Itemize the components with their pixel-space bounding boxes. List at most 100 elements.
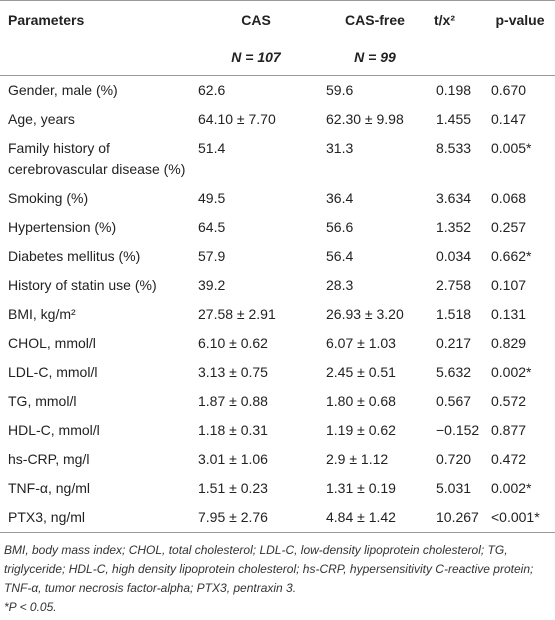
value-cell: 0.567 bbox=[436, 393, 472, 409]
value-cell: 0.068 bbox=[491, 190, 527, 206]
value-cell: 0.147 bbox=[491, 111, 527, 127]
table-row: HDL-C, mmol/l 1.18 ± 0.31 1.19 ± 0.62 −0.15… bbox=[0, 416, 555, 445]
table-body: Gender, male (%) 62.6 59.6 0.198 0.670 Age, y… bbox=[0, 76, 555, 533]
parameter-cell: LDL-C, mmol/l bbox=[8, 364, 98, 380]
value-cell: 0.720 bbox=[436, 451, 472, 467]
value-cell: 0.034 bbox=[436, 248, 472, 264]
table-row: Diabetes mellitus (%) 57.9 56.4 0.034 0.662* bbox=[0, 242, 555, 271]
value-cell: 1.518 bbox=[436, 306, 472, 322]
empty-cell bbox=[430, 39, 485, 76]
table-row: Smoking (%) 49.5 36.4 3.634 0.068 bbox=[0, 184, 555, 213]
table-row: TG, mmol/l 1.87 ± 0.88 1.80 ± 0.68 0.567 0.5… bbox=[0, 387, 555, 416]
value-cell: 0.131 bbox=[491, 306, 527, 322]
value-cell: 1.51 ± 0.23 bbox=[198, 480, 268, 496]
parameter-cell: Smoking (%) bbox=[8, 190, 89, 206]
value-cell: 0.005* bbox=[491, 140, 532, 156]
value-cell: <0.001* bbox=[491, 509, 540, 525]
table-row: BMI, kg/m² 27.58 ± 2.91 26.93 ± 3.20 1.518 0… bbox=[0, 300, 555, 329]
table-head: Parameters CAS CAS-free t/x² p-value N =… bbox=[0, 1, 555, 76]
parameter-cell: hs-CRP, mg/l bbox=[8, 451, 90, 467]
parameter-cell: History of statin use (%) bbox=[8, 277, 157, 293]
value-cell: 2.45 ± 0.51 bbox=[326, 364, 396, 380]
value-cell: 56.4 bbox=[326, 248, 354, 264]
value-cell: 62.30 ± 9.98 bbox=[326, 111, 404, 127]
value-cell: 0.198 bbox=[436, 82, 472, 98]
value-cell: 0.257 bbox=[491, 219, 527, 235]
table-row: PTX3, ng/ml 7.95 ± 2.76 4.84 ± 1.42 10.267 <… bbox=[0, 503, 555, 533]
value-cell: 59.6 bbox=[326, 82, 354, 98]
value-cell: 7.95 ± 2.76 bbox=[198, 509, 268, 525]
parameter-cell: TG, mmol/l bbox=[8, 393, 77, 409]
table-row: CHOL, mmol/l 6.10 ± 0.62 6.07 ± 1.03 0.217 0… bbox=[0, 329, 555, 358]
parameter-cell: Hypertension (%) bbox=[8, 219, 117, 235]
parameter-cell: CHOL, mmol/l bbox=[8, 335, 96, 351]
value-cell: 1.80 ± 0.68 bbox=[326, 393, 396, 409]
value-cell: 0.877 bbox=[491, 422, 527, 438]
value-cell: 0.662* bbox=[491, 248, 532, 264]
value-cell: 0.002* bbox=[491, 364, 532, 380]
value-cell: 1.19 ± 0.62 bbox=[326, 422, 396, 438]
value-cell: 51.4 bbox=[198, 140, 226, 156]
table-row: Family history of cerebrovascular diseas… bbox=[0, 134, 555, 184]
value-cell: 39.2 bbox=[198, 277, 226, 293]
value-cell: 5.632 bbox=[436, 364, 472, 380]
table-row: LDL-C, mmol/l 3.13 ± 0.75 2.45 ± 0.51 5.632… bbox=[0, 358, 555, 387]
value-cell: 10.267 bbox=[436, 509, 479, 525]
parameter-cell: Age, years bbox=[8, 111, 75, 127]
value-cell: 2.758 bbox=[436, 277, 472, 293]
value-cell: 1.31 ± 0.19 bbox=[326, 480, 396, 496]
table-row: Gender, male (%) 62.6 59.6 0.198 0.670 bbox=[0, 76, 555, 106]
value-cell: 3.01 ± 1.06 bbox=[198, 451, 268, 467]
parameter-cell: PTX3, ng/ml bbox=[8, 509, 86, 525]
value-cell: 31.3 bbox=[326, 140, 354, 156]
parameter-cell: HDL-C, mmol/l bbox=[8, 422, 100, 438]
column-header: Parameters bbox=[8, 12, 85, 28]
sample-size-row: N = 107 N = 99 bbox=[0, 39, 555, 76]
value-cell: 49.5 bbox=[198, 190, 226, 206]
value-cell: 0.472 bbox=[491, 451, 527, 467]
value-cell: 28.3 bbox=[326, 277, 354, 293]
table-row: Hypertension (%) 64.5 56.6 1.352 0.257 bbox=[0, 213, 555, 242]
value-cell: 3.634 bbox=[436, 190, 472, 206]
value-cell: 6.07 ± 1.03 bbox=[326, 335, 396, 351]
value-cell: 0.670 bbox=[491, 82, 527, 98]
column-header: CAS-free bbox=[345, 12, 405, 28]
table-row: Age, years 64.10 ± 7.70 62.30 ± 9.98 1.455 0… bbox=[0, 105, 555, 134]
column-header: t/x² bbox=[434, 12, 455, 28]
value-cell: 64.5 bbox=[198, 219, 226, 235]
value-cell: 56.6 bbox=[326, 219, 354, 235]
value-cell: 0.002* bbox=[491, 480, 532, 496]
table-row: History of statin use (%) 39.2 28.3 2.758 0.… bbox=[0, 271, 555, 300]
value-cell: 2.9 ± 1.12 bbox=[326, 451, 389, 467]
value-cell: 6.10 ± 0.62 bbox=[198, 335, 268, 351]
value-cell: 5.031 bbox=[436, 480, 472, 496]
column-header: p-value bbox=[495, 12, 545, 28]
value-cell: 3.13 ± 0.75 bbox=[198, 364, 268, 380]
value-cell: 57.9 bbox=[198, 248, 226, 264]
value-cell: 1.87 ± 0.88 bbox=[198, 393, 268, 409]
sample-size: N = 99 bbox=[320, 39, 430, 76]
value-cell: −0.152 bbox=[436, 422, 480, 438]
value-cell: 4.84 ± 1.42 bbox=[326, 509, 396, 525]
header-row: Parameters CAS CAS-free t/x² p-value bbox=[0, 1, 555, 40]
footnote: BMI, body mass index; CHOL, total choles… bbox=[0, 533, 555, 617]
column-header: CAS bbox=[241, 12, 271, 28]
footnote-text: BMI, body mass index; CHOL, total choles… bbox=[4, 543, 534, 595]
footnote-text: *P < 0.05. bbox=[4, 600, 57, 614]
value-cell: 8.533 bbox=[436, 140, 472, 156]
sample-size: N = 107 bbox=[192, 39, 320, 76]
value-cell: 64.10 ± 7.70 bbox=[198, 111, 276, 127]
table-row: hs-CRP, mg/l 3.01 ± 1.06 2.9 ± 1.12 0.720 0.… bbox=[0, 445, 555, 474]
empty-cell bbox=[485, 39, 555, 76]
value-cell: 62.6 bbox=[198, 82, 226, 98]
value-cell: 27.58 ± 2.91 bbox=[198, 306, 276, 322]
parameter-cell: Gender, male (%) bbox=[8, 82, 118, 98]
value-cell: 1.352 bbox=[436, 219, 472, 235]
value-cell: 0.829 bbox=[491, 335, 527, 351]
value-cell: 0.107 bbox=[491, 277, 527, 293]
value-cell: 1.455 bbox=[436, 111, 472, 127]
value-cell: 0.217 bbox=[436, 335, 472, 351]
value-cell: 26.93 ± 3.20 bbox=[326, 306, 404, 322]
value-cell: 36.4 bbox=[326, 190, 354, 206]
